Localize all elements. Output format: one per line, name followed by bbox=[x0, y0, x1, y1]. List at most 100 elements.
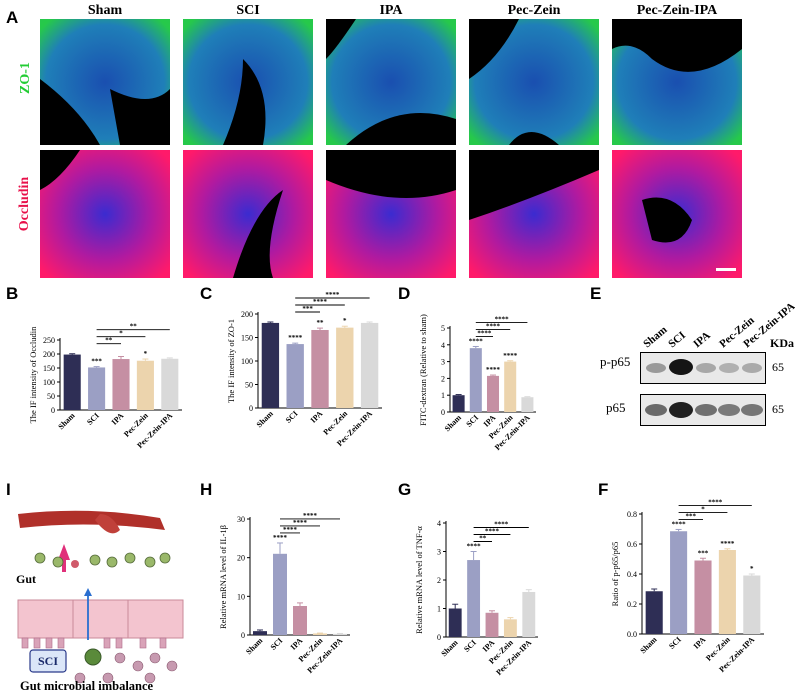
x-tick-label: Sham bbox=[638, 635, 658, 655]
y-tick-label: 4 bbox=[441, 341, 445, 350]
significance-label: **** bbox=[273, 534, 288, 542]
blot-p-p65 bbox=[640, 352, 766, 384]
bar-b-1 bbox=[88, 367, 106, 410]
y-axis-label: Relative mRNA level of TNF-α bbox=[414, 526, 424, 634]
y-tick-label: 3 bbox=[437, 548, 441, 557]
group-label-sci: SCI bbox=[236, 3, 260, 18]
bracket-label: **** bbox=[325, 291, 340, 299]
significance-label: * bbox=[343, 317, 347, 325]
y-tick-label: 0 bbox=[437, 633, 441, 642]
y-tick-label: 1 bbox=[441, 391, 445, 400]
bar-g-2 bbox=[485, 612, 499, 637]
y-tick-label: 200 bbox=[241, 310, 253, 319]
y-tick-label: 5 bbox=[441, 324, 445, 333]
panel-letter-h: H bbox=[200, 480, 213, 499]
bar-f-4 bbox=[743, 575, 761, 634]
stain-label-occludin: Occludin bbox=[17, 176, 32, 232]
bar-h-4 bbox=[333, 633, 347, 635]
kda-p-p65: 65 bbox=[772, 360, 784, 374]
bar-c-2 bbox=[311, 329, 329, 408]
significance-label: **** bbox=[469, 337, 484, 345]
stain-label-zo1: ZO-1 bbox=[18, 62, 33, 94]
significance-label: ** bbox=[317, 319, 325, 327]
panel-letter-g: G bbox=[398, 480, 412, 499]
x-tick-label: Sham bbox=[244, 636, 264, 656]
band-label-p-p65: p-p65 bbox=[600, 354, 631, 369]
permeability-arrow-icon bbox=[84, 588, 92, 596]
lane-label: IPA bbox=[691, 329, 713, 350]
y-tick-label: 2 bbox=[437, 576, 441, 585]
bracket-label: *** bbox=[686, 512, 697, 520]
y-tick-label: 50 bbox=[47, 392, 55, 401]
sci-box bbox=[29, 649, 67, 673]
bar-h-2 bbox=[293, 606, 307, 635]
micrograph-zo1-ipa bbox=[326, 19, 456, 145]
chart-h-il1b: 0 10 20 30 Relative mRNA level of IL-1β Sham *… bbox=[218, 512, 350, 675]
y-axis-label: Relative mRNA level of IL-1β bbox=[218, 525, 228, 629]
significance-label: **** bbox=[672, 520, 687, 528]
lane-label: SCI bbox=[666, 329, 688, 350]
bar-h-3 bbox=[313, 633, 327, 635]
y-tick-label: 150 bbox=[43, 364, 55, 373]
sci-box-label: SCI bbox=[37, 654, 58, 668]
y-tick-label: 0 bbox=[241, 631, 245, 640]
y-axis-label: The IF intensity of Occludin bbox=[28, 326, 38, 424]
x-tick-label: SCI bbox=[85, 411, 101, 427]
upward-arrow-icon bbox=[58, 544, 70, 572]
x-tick-label: Sham bbox=[439, 638, 459, 658]
panel-letter-e: E bbox=[590, 284, 602, 303]
y-tick-label: 0 bbox=[51, 406, 55, 415]
y-tick-label: 150 bbox=[241, 334, 253, 343]
bracket-label: **** bbox=[313, 298, 328, 306]
epithelium bbox=[17, 599, 184, 639]
bar-d-3 bbox=[504, 361, 517, 412]
bracket-label: * bbox=[119, 330, 123, 338]
chart-c-zo1: 0 50 100 150 200 The IF intensity of ZO-1 Sham… bbox=[226, 291, 382, 448]
kda-header: KDa bbox=[770, 336, 794, 350]
bar-f-3 bbox=[718, 550, 736, 634]
x-tick-label: Sham bbox=[255, 409, 275, 429]
significance-label: * bbox=[750, 565, 754, 573]
x-tick-label: IPA bbox=[309, 409, 325, 425]
y-tick-label: 0.4 bbox=[627, 570, 637, 579]
significance-label: **** bbox=[467, 543, 482, 551]
bracket-label: *** bbox=[302, 305, 313, 313]
panel-letter-i: I bbox=[6, 480, 11, 499]
y-tick-label: 0 bbox=[249, 404, 253, 413]
x-tick-label: SCI bbox=[462, 638, 478, 654]
x-tick-label: SCI bbox=[284, 409, 300, 425]
y-tick-label: 4 bbox=[437, 519, 441, 528]
microbe-icon bbox=[71, 560, 79, 568]
bracket-label: **** bbox=[283, 526, 298, 534]
bar-g-3 bbox=[503, 619, 517, 637]
significance-label: **** bbox=[486, 366, 501, 374]
bracket-label: **** bbox=[477, 329, 492, 337]
micrograph-occludin-sham bbox=[40, 150, 170, 278]
y-tick-label: 1 bbox=[437, 605, 441, 614]
bar-c-4 bbox=[360, 322, 379, 408]
micrograph-zo1-sham bbox=[40, 19, 170, 145]
bar-g-0 bbox=[448, 608, 462, 637]
y-tick-label: 3 bbox=[441, 358, 445, 367]
x-tick-label: IPA bbox=[692, 635, 708, 651]
x-tick-label: Sham bbox=[443, 413, 463, 433]
y-axis-label: FITC-dextran (Relative to sham) bbox=[418, 314, 428, 426]
panel-letter-f: F bbox=[598, 480, 609, 499]
gut-label: Gut bbox=[16, 572, 37, 586]
panel-letter-c: C bbox=[200, 284, 213, 303]
group-label-sham: Sham bbox=[87, 3, 123, 18]
significance-label: **** bbox=[288, 334, 303, 342]
y-tick-label: 100 bbox=[241, 357, 253, 366]
significance-label: **** bbox=[503, 352, 518, 360]
micrograph-zo1-pec-zein bbox=[469, 19, 599, 145]
blot-p65 bbox=[640, 394, 766, 426]
chart-d-fitc-dextran: 0 1 2 3 4 5 FITC-dextran (Relative to sham) Sha… bbox=[418, 314, 536, 452]
group-label-ipa: IPA bbox=[379, 3, 403, 18]
scale-bar bbox=[716, 268, 736, 271]
bar-c-0 bbox=[261, 322, 280, 408]
blood-vessel bbox=[18, 510, 165, 530]
schematic-caption: Gut microbial imbalance bbox=[20, 679, 154, 693]
significance-label: *** bbox=[91, 358, 102, 366]
y-tick-label: 250 bbox=[43, 336, 55, 345]
